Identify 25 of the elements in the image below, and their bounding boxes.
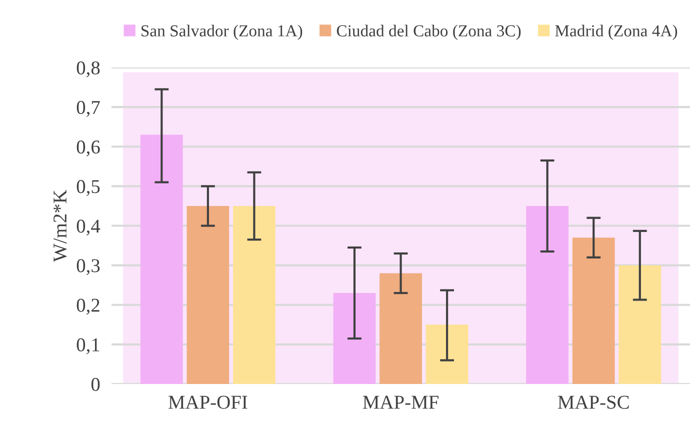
bar [572, 238, 615, 384]
bar [333, 293, 376, 384]
legend-label: San Salvador (Zona 1A) [142, 24, 302, 40]
y-tick-label: 0,4 [76, 220, 100, 236]
y-axis-title: W/m2*K [54, 190, 67, 262]
x-tick-label: MAP-OFI [168, 396, 248, 409]
legend-label: Madrid (Zona 4A) [555, 24, 678, 40]
bar [380, 273, 422, 384]
y-tick-label: 0,7 [76, 100, 100, 117]
y-tick-label: 0,6 [76, 140, 100, 156]
bar [186, 206, 230, 384]
y-tick-label: 0,5 [76, 180, 100, 196]
x-tick-label: MAP-MF [362, 396, 438, 409]
legend-label: Ciudad del Cabo (Zona 3C) [336, 24, 521, 40]
y-tick-label: 0,1 [76, 338, 100, 354]
y-tick-label: 0,2 [76, 298, 100, 315]
bar [426, 324, 468, 384]
bar [140, 134, 183, 384]
y-tick-label: 0,8 [76, 61, 100, 78]
bar [618, 265, 662, 384]
y-tick-label: 0 [91, 378, 100, 391]
bar [233, 206, 276, 384]
bar [526, 206, 569, 384]
x-tick-label: MAP-SC [558, 396, 629, 409]
y-tick-label: 0,3 [76, 259, 100, 276]
